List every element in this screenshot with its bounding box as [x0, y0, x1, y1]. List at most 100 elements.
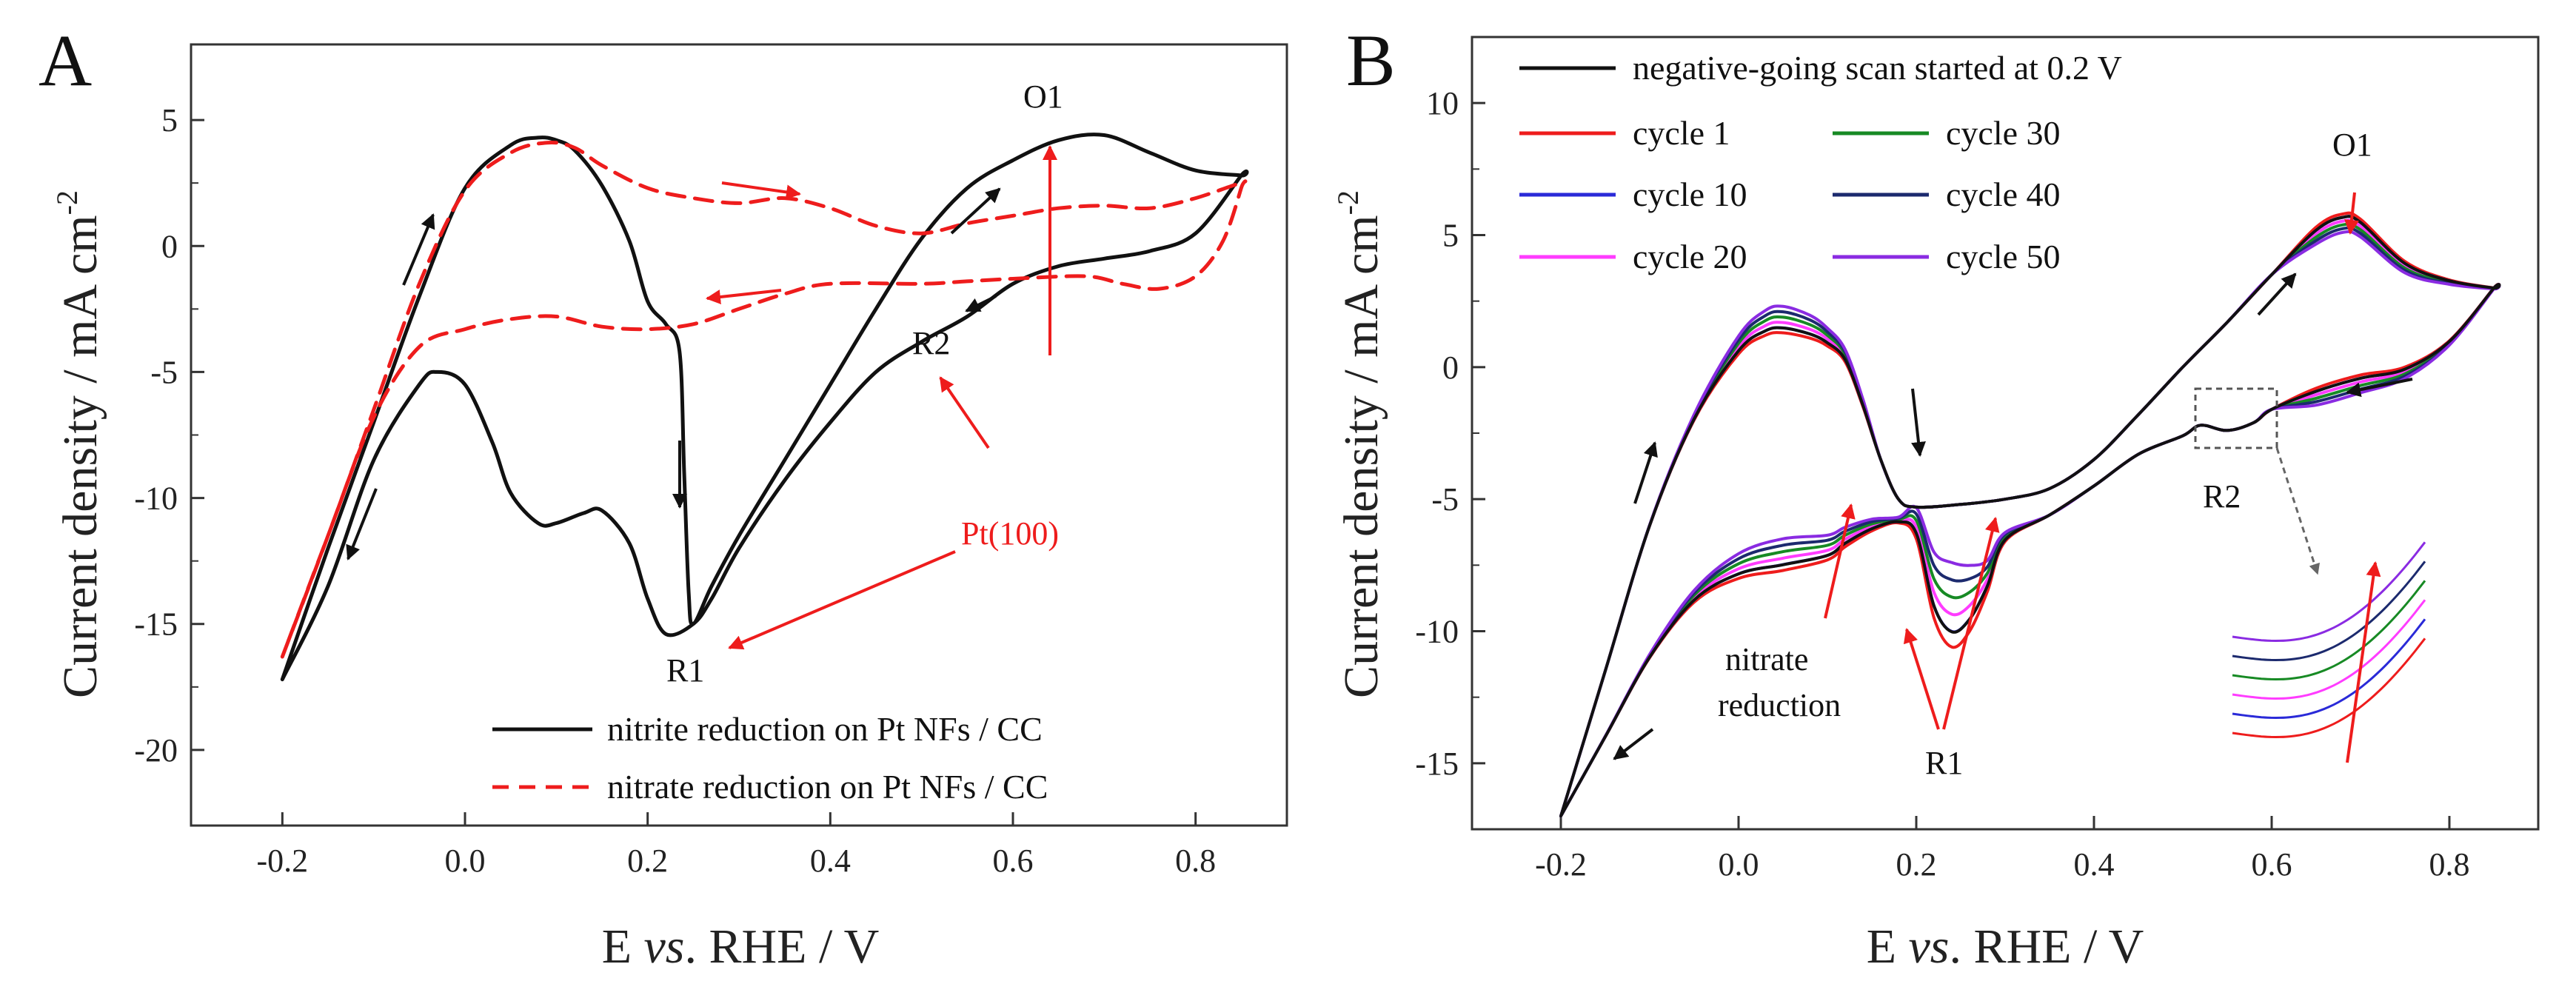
y-axis-sup-b: -2 [1331, 190, 1365, 215]
legend-label-cycle50: cycle 50 [1946, 238, 2061, 275]
panel-a: A -0.2 0.0 0.2 0.4 0.6 0.8 5 0 -5 -10 -15 -20 Curre… [39, 19, 1288, 974]
x-tick-label: 0.4 [810, 843, 851, 879]
legend-label-nitrate: nitrate reduction on Pt NFs / CC [607, 768, 1048, 806]
legend-a: nitrite reduction on Pt NFs / CC nitrate… [492, 710, 1048, 806]
legend-label-nitrite: nitrite reduction on Pt NFs / CC [607, 710, 1043, 748]
x-tick-label: 0.8 [1175, 843, 1216, 879]
y-tick-label: 0 [161, 228, 178, 264]
direction-arrows-a [346, 145, 1057, 650]
label-nitrate-b: nitrate [1725, 641, 1808, 677]
x-tick-label: 0.0 [445, 843, 486, 879]
y-tick-label: 10 [1426, 85, 1459, 121]
x-tick-label: -0.2 [1535, 846, 1587, 883]
y-tick-label: -10 [1415, 614, 1459, 650]
series-line-b-3 [1559, 218, 2501, 818]
y-axis-label-a: Current density / mA cm [53, 215, 107, 698]
y-tick-label: -20 [134, 732, 178, 769]
label-r2-a: R2 [912, 325, 950, 361]
axis-ticks-b: -0.2 0.0 0.2 0.4 0.6 0.8 10 5 0 -5 -10 -15 [1415, 85, 2469, 883]
x-axis-title-b: E vs. RHE / V [1867, 920, 2144, 974]
series-line-b-1 [1559, 211, 2501, 818]
svg-text:Current density / mA cm-2: Current density / mA cm-2 [1331, 190, 1388, 698]
label-reduction-b: reduction [1718, 687, 1841, 723]
inset-line-3 [2232, 580, 2426, 680]
x-tick-label: 0.4 [2074, 846, 2115, 883]
y-axis-label-b: Current density / mA cm [1334, 215, 1388, 698]
arrow-nitrate-b [1824, 503, 1856, 619]
inset-line-1 [2232, 618, 2426, 719]
label-r2-b: R2 [2203, 478, 2241, 515]
x-tick-label: 0.6 [993, 843, 1034, 879]
y-axis-sup-a: -2 [50, 190, 84, 215]
inset-line-4 [2232, 560, 2426, 661]
series-group-a [280, 133, 1249, 682]
arrow-r1-right-b [1942, 517, 2000, 730]
svg-text:Current density / mA cm-2: Current density / mA cm-2 [50, 190, 107, 698]
arrow-a1 [402, 213, 435, 286]
legend-label-cycle30: cycle 30 [1946, 114, 2061, 152]
label-o1-a: O1 [1023, 78, 1063, 115]
y-axis-title-b: Current density / mA cm-2 [1331, 190, 1388, 698]
legend-b: negative-going scan started at 0.2 V cyc… [1519, 49, 2122, 275]
plot-frame-a [190, 43, 1288, 827]
series-line-a-1 [280, 140, 1248, 659]
y-tick-label: -10 [134, 481, 178, 517]
legend-label-cycle1: cycle 1 [1633, 114, 1730, 152]
legend-label-b0: negative-going scan started at 0.2 V [1633, 49, 2122, 87]
arrow-b1 [1633, 441, 1658, 504]
arrow-a6 [721, 181, 801, 200]
panel-letter-b: B [1346, 19, 1396, 101]
arrow-b5 [2346, 378, 2413, 398]
y-tick-label: -15 [1415, 746, 1459, 782]
arrow-a2 [346, 488, 378, 560]
panel-letter-a: A [39, 19, 92, 101]
inset-curves [2232, 541, 2426, 738]
legend-label-cycle40: cycle 40 [1946, 175, 2061, 213]
axis-ticks-a: -0.2 0.0 0.2 0.4 0.6 0.8 5 0 -5 -10 -15 -20 [134, 102, 1216, 879]
label-o1-b: O1 [2332, 127, 2372, 163]
y-tick-label: -15 [134, 606, 178, 643]
label-r1-b: R1 [1925, 745, 1963, 781]
y-tick-label: 0 [1442, 349, 1459, 386]
series-group-b [1559, 211, 2501, 818]
arrow-b2 [1613, 728, 1654, 760]
y-tick-label: 5 [1442, 218, 1459, 254]
x-tick-label: 0.2 [1896, 846, 1937, 883]
series-line-a-0 [280, 133, 1249, 682]
plot-frame-b [1471, 36, 2540, 831]
arrow-b4 [2257, 272, 2297, 316]
legend-label-cycle20: cycle 20 [1633, 238, 1747, 275]
y-tick-label: 5 [161, 102, 178, 138]
x-axis-title-a: E vs. RHE / V [602, 920, 880, 974]
series-line-b-4 [1559, 222, 2501, 818]
inset-line-2 [2232, 599, 2426, 700]
y-axis-title-a: Current density / mA cm-2 [50, 190, 107, 698]
arrow-a7 [706, 289, 782, 304]
x-tick-label: 0.6 [2252, 846, 2292, 883]
x-tick-label: 0.0 [1719, 846, 1759, 883]
series-line-b-0 [1559, 215, 2501, 818]
label-r1-a: R1 [666, 652, 704, 689]
y-tick-label: -5 [150, 354, 178, 390]
y-tick-label: -5 [1431, 481, 1459, 518]
pt100-arrow-r1 [728, 550, 956, 650]
panel-b: B -0.2 0.0 0.2 0.4 0.6 0.8 10 5 0 -5 -10 -15 Curren… [1331, 19, 2540, 974]
arrow-b3 [1911, 388, 1926, 457]
arrow-o1-b [2344, 192, 2359, 235]
arrow-a3 [950, 187, 1001, 235]
arrow-r1-left-b [1903, 628, 1940, 730]
series-line-b-2 [1559, 215, 2501, 818]
r2-zoom-box [2194, 387, 2278, 449]
inset-trend-arrow [2346, 561, 2381, 763]
x-tick-label: 0.8 [2429, 846, 2470, 883]
x-tick-label: -0.2 [257, 843, 309, 879]
arrow-a5 [965, 295, 997, 312]
r2-zoom [2194, 387, 2426, 763]
x-tick-label: 0.2 [627, 843, 668, 879]
label-pt100: Pt(100) [961, 515, 1059, 552]
direction-arrows-b [1613, 192, 2413, 760]
zoom-arrow [2275, 447, 2320, 575]
pt100-arrow-r2 [939, 376, 990, 449]
inset-line-0 [2232, 637, 2426, 738]
